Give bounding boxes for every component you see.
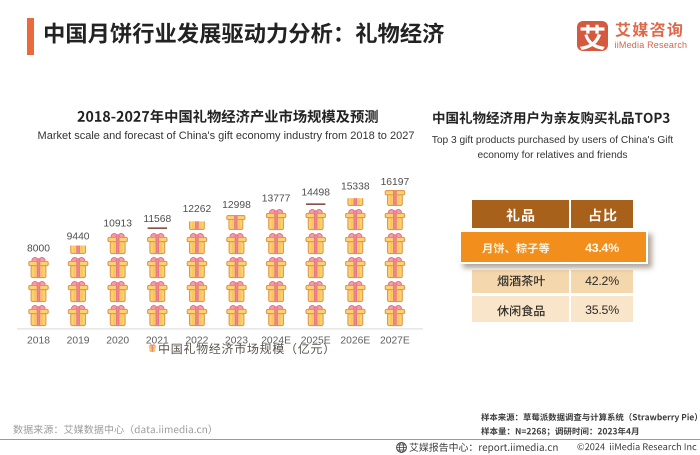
svg-text:2018: 2018 bbox=[27, 335, 50, 346]
svg-text:8000: 8000 bbox=[27, 243, 50, 254]
svg-text:13777: 13777 bbox=[262, 194, 291, 205]
svg-text:2022: 2022 bbox=[185, 335, 208, 346]
svg-text:2027E: 2027E bbox=[380, 335, 410, 346]
svg-text:2024E: 2024E bbox=[261, 335, 291, 346]
svg-text:11568: 11568 bbox=[143, 214, 171, 225]
svg-text:2023: 2023 bbox=[225, 335, 248, 346]
svg-text:12998: 12998 bbox=[222, 200, 251, 211]
svg-text:16197: 16197 bbox=[381, 177, 410, 188]
svg-text:2025E: 2025E bbox=[301, 335, 331, 346]
svg-text:2021: 2021 bbox=[146, 335, 169, 346]
svg-text:2020: 2020 bbox=[106, 335, 129, 346]
svg-text:2026E: 2026E bbox=[340, 335, 370, 346]
svg-text:14498: 14498 bbox=[301, 187, 330, 198]
svg-text:10913: 10913 bbox=[103, 218, 132, 229]
svg-text:9440: 9440 bbox=[67, 231, 90, 242]
svg-text:15338: 15338 bbox=[341, 181, 370, 192]
svg-text:12262: 12262 bbox=[183, 204, 212, 215]
svg-text:2019: 2019 bbox=[67, 335, 90, 346]
